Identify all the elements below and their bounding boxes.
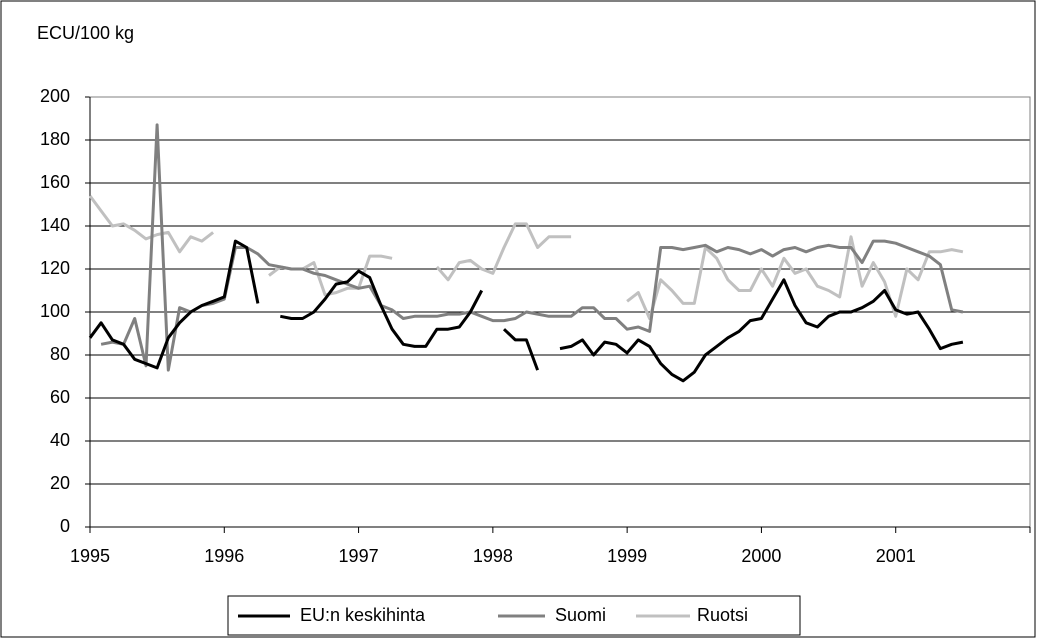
y-tick-label: 160 [40, 172, 70, 192]
y-tick-label: 60 [50, 387, 70, 407]
y-tick-label: 100 [40, 301, 70, 321]
y-tick-label: 120 [40, 258, 70, 278]
y-axis-label: ECU/100 kg [37, 23, 134, 43]
y-tick-label: 40 [50, 430, 70, 450]
x-tick-label: 1995 [70, 546, 110, 566]
x-tick-label: 2001 [876, 546, 916, 566]
legend-box [227, 595, 801, 636]
x-tick-label: 1996 [204, 546, 244, 566]
y-tick-label: 140 [40, 215, 70, 235]
x-tick-label: 2000 [741, 546, 781, 566]
legend-label: EU:n keskihinta [300, 605, 426, 625]
x-tick-label: 1997 [339, 546, 379, 566]
legend-label: Ruotsi [697, 605, 748, 625]
y-tick-label: 180 [40, 129, 70, 149]
y-tick-label: 0 [60, 516, 70, 536]
legend-label: Suomi [555, 605, 606, 625]
series-line [88, 239, 964, 383]
y-tick-label: 20 [50, 473, 70, 493]
y-tick-label: 200 [40, 86, 70, 106]
x-tick-label: 1999 [607, 546, 647, 566]
y-tick-label: 80 [50, 344, 70, 364]
x-tick-label: 1998 [473, 546, 513, 566]
